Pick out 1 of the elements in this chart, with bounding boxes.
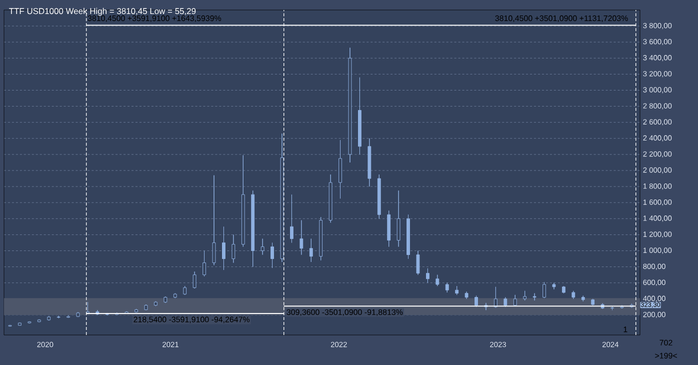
chart-title: TTF USD1000 Week High = 3810,45 Low = 55,29 bbox=[9, 8, 196, 16]
